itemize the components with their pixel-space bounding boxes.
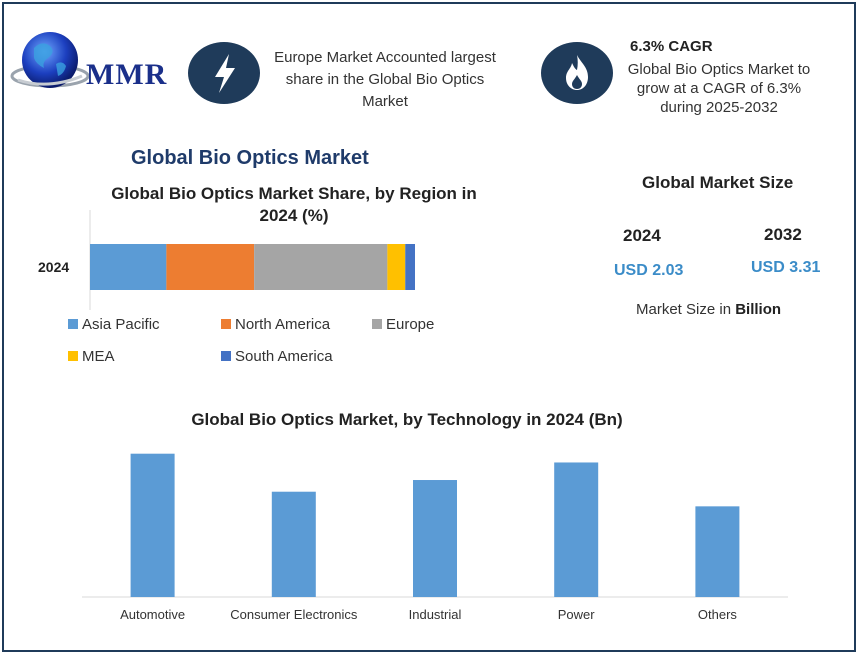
legend-swatch-south-america <box>221 351 231 361</box>
logo-text: MMR <box>86 58 168 91</box>
europe-highlight-text: Europe Market Accounted largest share in… <box>274 49 496 110</box>
technology-bar-chart: Automotive Consumer Electronics Industrial… <box>82 453 788 622</box>
region-stacked-bar-chart: 2024 Asia Pacific North America Europe MEA So… <box>38 210 434 365</box>
technology-tick-label-others: Others <box>698 607 738 622</box>
technology-bar-automotive <box>130 453 175 597</box>
technology-bar-others <box>695 506 740 597</box>
main-title: Global Bio Optics Market <box>131 147 369 169</box>
region-bar-mea <box>387 244 406 290</box>
legend-swatch-asia-pacific <box>68 319 78 329</box>
legend-label-north-america: North America <box>235 316 331 333</box>
legend-swatch-europe <box>372 319 382 329</box>
technology-tick-label-power: Power <box>558 607 596 622</box>
globe-icon <box>10 32 90 88</box>
legend-label-south-america: South America <box>235 348 333 365</box>
region-chart-title: Global Bio Optics Market Share, by Regio… <box>111 184 477 225</box>
market-size-2032-value: USD 3.31 <box>751 259 821 276</box>
technology-bar-power <box>554 462 599 597</box>
unit-prefix: Market Size in <box>636 301 732 318</box>
region-bar-europe <box>254 244 388 290</box>
cagr-title: 6.3% CAGR <box>630 38 713 55</box>
legend-label-europe: Europe <box>386 316 434 333</box>
legend-swatch-north-america <box>221 319 231 329</box>
technology-bar-consumer-electronics <box>271 491 316 597</box>
cagr-text: Global Bio Optics Market to grow at a CA… <box>627 61 811 116</box>
region-bar-asia-pacific <box>90 244 167 290</box>
market-size-2024-value: USD 2.03 <box>614 262 684 279</box>
market-size-title: Global Market Size <box>642 173 794 192</box>
technology-chart-title: Global Bio Optics Market, by Technology … <box>191 410 623 429</box>
outer-frame <box>2 2 856 652</box>
unit-bold: Billion <box>735 301 782 318</box>
legend-label-mea: MEA <box>82 348 115 365</box>
technology-tick-label-automotive: Automotive <box>120 607 185 622</box>
technology-tick-label-consumer-electronics: Consumer Electronics <box>230 607 358 622</box>
technology-tick-label-industrial: Industrial <box>409 607 462 622</box>
region-bar-south-america <box>405 244 415 290</box>
legend-swatch-mea <box>68 351 78 361</box>
lightning-icon <box>188 42 260 104</box>
technology-bar-industrial <box>413 480 457 597</box>
mmr-logo: MMR <box>10 24 170 96</box>
market-size-unit: Market Size in Billion <box>636 301 781 318</box>
flame-icon <box>541 42 613 104</box>
year-2032-label: 2032 <box>764 225 802 244</box>
region-category-label: 2024 <box>38 259 69 275</box>
region-bar-north-america <box>166 244 255 290</box>
year-2024-label: 2024 <box>623 226 661 245</box>
legend-label-asia-pacific: Asia Pacific <box>82 316 160 333</box>
